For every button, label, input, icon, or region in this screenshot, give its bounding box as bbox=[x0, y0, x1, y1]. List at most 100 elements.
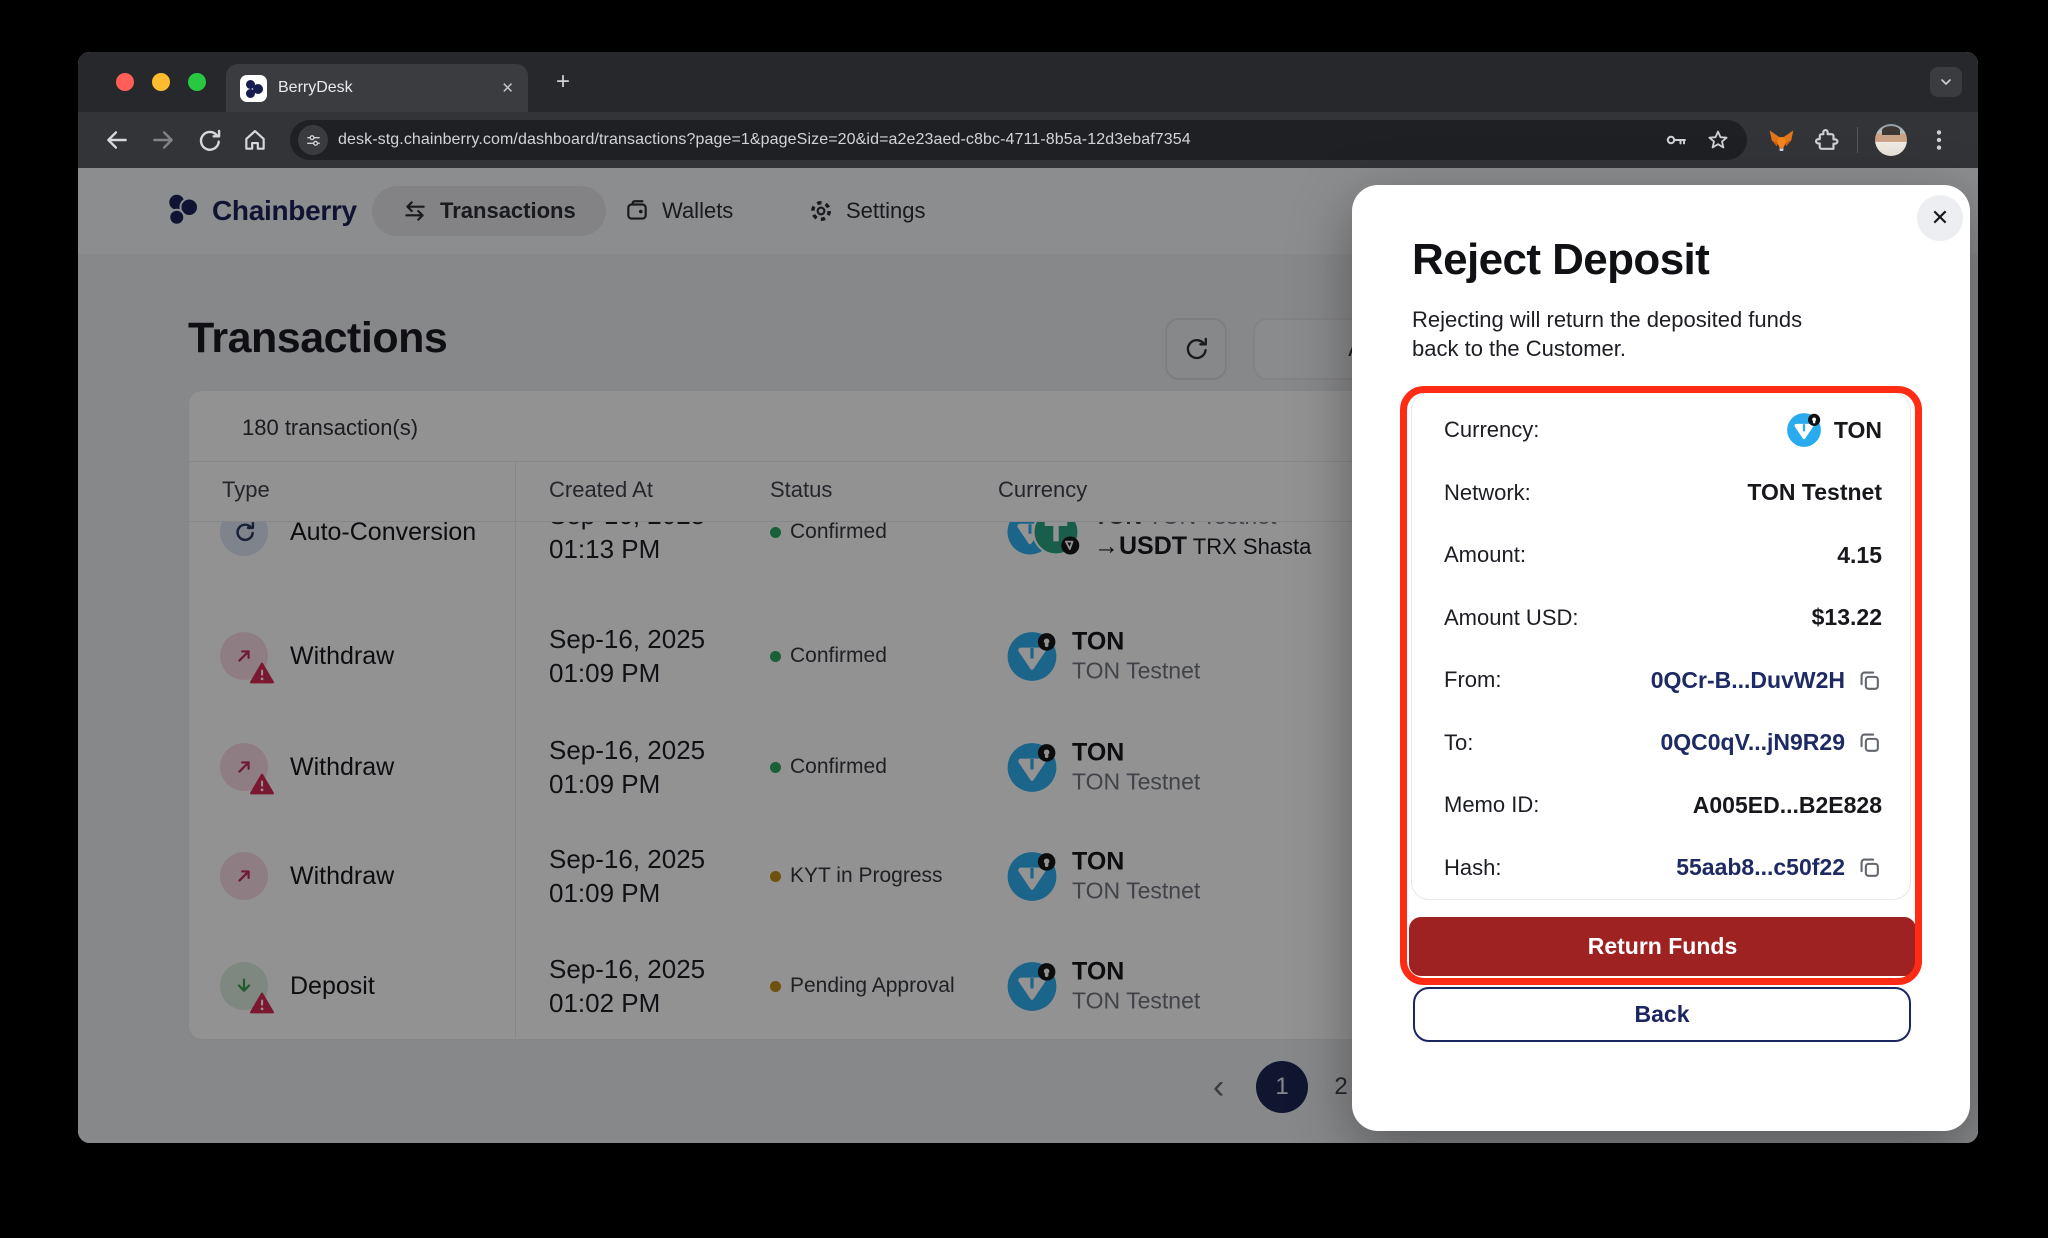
copy-icon[interactable] bbox=[1857, 730, 1882, 755]
status-cell: Confirmed bbox=[770, 644, 887, 668]
transaction-type: Auto-Conversion bbox=[290, 522, 477, 546]
profile-avatar[interactable] bbox=[1875, 124, 1907, 156]
site-info-icon[interactable] bbox=[298, 125, 328, 155]
hash-link[interactable]: 55aab8...c50f22 bbox=[1676, 854, 1845, 881]
window-zoom-button[interactable] bbox=[188, 73, 206, 91]
currency-network: TON Testnet bbox=[1072, 657, 1201, 684]
url-bar[interactable]: desk-stg.chainberry.com/dashboard/transa… bbox=[290, 120, 1747, 160]
field-memo-id: Memo ID: A005ED...B2E828 bbox=[1444, 791, 1882, 818]
column-header-created-at: Created At bbox=[549, 477, 653, 502]
currency-pair-icons bbox=[1006, 522, 1080, 556]
brand-logo[interactable]: Chainberry bbox=[163, 168, 357, 254]
refresh-button[interactable] bbox=[1165, 318, 1227, 380]
ton-coin-icon bbox=[1007, 631, 1057, 681]
deposit-details-card: Currency: TON Network: TON Testnet Amoun… bbox=[1411, 392, 1911, 900]
column-divider bbox=[515, 461, 516, 1038]
currency-cell: TON TON Testnet bbox=[1006, 627, 1200, 686]
modal-subtitle: Rejecting will return the deposited fund… bbox=[1412, 307, 1803, 361]
password-key-icon[interactable] bbox=[1664, 128, 1688, 152]
status-dot bbox=[770, 761, 781, 773]
field-amount-usd: Amount USD: $13.22 bbox=[1444, 604, 1882, 631]
field-hash: Hash: 55aab8...c50f22 bbox=[1444, 837, 1882, 900]
field-to: To: 0QC0qV...jN9R29 bbox=[1444, 712, 1882, 775]
ton-coin-icon bbox=[1007, 851, 1057, 901]
pagination-page-1[interactable]: 1 bbox=[1256, 1061, 1308, 1113]
window-close-button[interactable] bbox=[116, 73, 134, 91]
browser-tab[interactable]: BerryDesk ✕ bbox=[226, 64, 528, 112]
reload-icon[interactable] bbox=[196, 127, 222, 153]
tab-title: BerryDesk bbox=[278, 79, 353, 96]
close-icon[interactable]: ✕ bbox=[1917, 195, 1963, 241]
field-currency: Currency: TON bbox=[1444, 399, 1882, 462]
table-row[interactable]: Deposit Sep-16, 2025 01:02 PM Pending Ap… bbox=[189, 931, 1887, 1038]
divider bbox=[189, 461, 1887, 462]
tab-favicon-icon bbox=[240, 74, 267, 102]
wallet-icon bbox=[627, 200, 647, 220]
nav-settings[interactable]: Settings bbox=[808, 168, 926, 254]
transaction-type: Withdraw bbox=[290, 752, 395, 781]
status-label: Confirmed bbox=[790, 755, 887, 778]
home-icon[interactable] bbox=[242, 127, 268, 153]
currency-cell: TON TON Testnet bbox=[1006, 738, 1200, 797]
back-icon[interactable] bbox=[104, 127, 130, 153]
url-text[interactable]: desk-stg.chainberry.com/dashboard/transa… bbox=[338, 131, 1191, 148]
ton-coin-icon bbox=[1007, 961, 1057, 1011]
table-row[interactable]: Withdraw Sep-16, 2025 01:09 PM Confirmed bbox=[189, 712, 1887, 822]
status-cell: KYT in Progress bbox=[770, 864, 943, 888]
toolbar-divider bbox=[1857, 127, 1858, 153]
table-row[interactable]: Withdraw Sep-16, 2025 01:09 PM Confirmed bbox=[189, 601, 1887, 711]
nav-settings-label: Settings bbox=[846, 198, 926, 223]
modal-title: Reject Deposit bbox=[1412, 235, 1710, 284]
table-body: Auto-Conversion Sep-16, 2025 01:13 PM Co… bbox=[189, 522, 1887, 1038]
browser-menu-icon[interactable] bbox=[1926, 127, 1952, 153]
nav-wallets[interactable]: Wallets bbox=[624, 168, 733, 254]
warning-triangle-icon bbox=[250, 992, 274, 1014]
chainberry-berry-icon bbox=[168, 194, 199, 226]
gear-icon bbox=[811, 201, 831, 221]
new-tab-button[interactable]: + bbox=[555, 68, 570, 95]
to-address-link[interactable]: 0QC0qV...jN9R29 bbox=[1660, 729, 1845, 756]
status-cell: Confirmed bbox=[770, 522, 887, 544]
bookmark-star-icon[interactable] bbox=[1706, 128, 1730, 152]
browser-toolbar: desk-stg.chainberry.com/dashboard/transa… bbox=[78, 112, 1978, 168]
status-label: Confirmed bbox=[790, 644, 887, 667]
nav-transactions-label: Transactions bbox=[440, 198, 576, 223]
currency-name: TON bbox=[1072, 847, 1125, 876]
tab-strip: BerryDesk ✕ + bbox=[78, 52, 1978, 112]
currency-name: TON bbox=[1072, 738, 1125, 767]
table-row[interactable]: Withdraw Sep-16, 2025 01:09 PM KYT in Pr… bbox=[189, 821, 1887, 931]
transaction-type: Withdraw bbox=[290, 641, 395, 670]
window-minimize-button[interactable] bbox=[152, 73, 170, 91]
status-cell: Pending Approval bbox=[770, 974, 955, 998]
tab-close-icon[interactable]: ✕ bbox=[501, 80, 514, 97]
copy-icon[interactable] bbox=[1857, 855, 1882, 880]
status-cell: Confirmed bbox=[770, 755, 887, 779]
back-button[interactable]: Back bbox=[1413, 987, 1911, 1042]
forward-icon[interactable] bbox=[150, 127, 176, 153]
ton-coin-icon bbox=[1786, 413, 1821, 448]
nav-transactions[interactable]: Transactions bbox=[372, 186, 606, 236]
created-at: Sep-16, 2025 01:13 PM bbox=[549, 522, 705, 564]
app-header: Chainberry Transactions Wallets Settings bbox=[78, 168, 1978, 254]
field-from: From: 0QCr-B...DuvW2H bbox=[1444, 649, 1882, 712]
withdraw-icon bbox=[220, 632, 274, 684]
from-address-link[interactable]: 0QCr-B...DuvW2H bbox=[1650, 666, 1845, 693]
created-at: Sep-16, 2025 01:09 PM bbox=[549, 844, 706, 908]
status-dot bbox=[770, 870, 781, 882]
pagination-prev[interactable]: ‹ bbox=[1213, 1068, 1225, 1106]
copy-icon[interactable] bbox=[1857, 668, 1882, 693]
table-row[interactable]: Auto-Conversion Sep-16, 2025 01:13 PM Co… bbox=[189, 522, 1887, 587]
pagination-page-2[interactable]: 2 bbox=[1334, 1073, 1348, 1100]
column-header-status: Status bbox=[770, 477, 833, 502]
warning-triangle-icon bbox=[250, 662, 274, 684]
metamask-extension-icon[interactable] bbox=[1768, 127, 1795, 154]
tab-search-button[interactable] bbox=[1930, 67, 1962, 97]
status-label: Pending Approval bbox=[790, 974, 955, 997]
return-funds-button[interactable]: Return Funds bbox=[1409, 917, 1916, 976]
extensions-puzzle-icon[interactable] bbox=[1813, 127, 1840, 154]
created-at: Sep-16, 2025 01:09 PM bbox=[549, 735, 706, 799]
currency-network: TON Testnet bbox=[1072, 768, 1201, 795]
created-at: Sep-16, 2025 01:09 PM bbox=[549, 624, 706, 688]
browser-window: BerryDesk ✕ + desk-stg.chainberry.com/da… bbox=[78, 52, 1978, 1143]
currency-name: TON bbox=[1072, 957, 1125, 986]
